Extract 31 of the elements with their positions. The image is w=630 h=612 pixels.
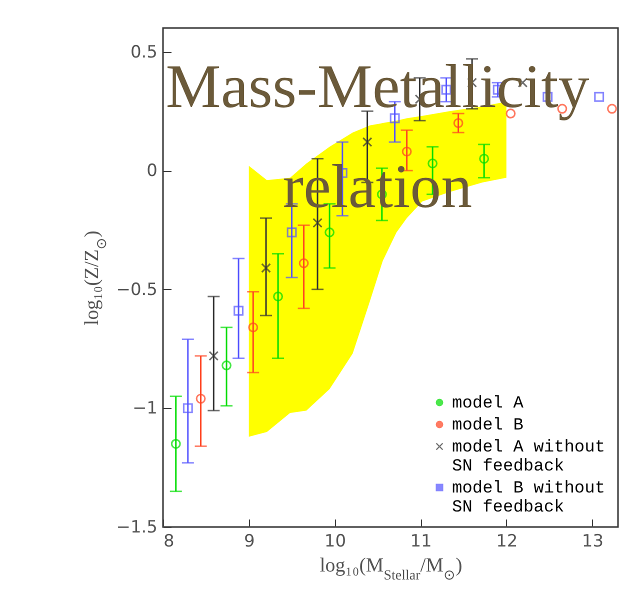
point [324, 227, 335, 238]
point [273, 292, 284, 302]
point [594, 92, 604, 102]
point [170, 438, 181, 449]
point [362, 137, 372, 148]
y-tick-label: 0 [146, 161, 158, 182]
point [261, 263, 271, 273]
x-tick-label: 9 [244, 532, 255, 552]
point [298, 258, 309, 268]
legend-label: model A [452, 394, 524, 414]
legend-label: model B [452, 416, 524, 436]
point [248, 322, 258, 332]
point [196, 394, 206, 404]
point [222, 360, 232, 370]
y-tick-label: 0.5 [130, 42, 158, 62]
x-tick-label: 11 [410, 532, 432, 552]
y-tick-label: −0.5 [116, 280, 158, 300]
y-tick-label: −1.5 [116, 518, 158, 538]
point [286, 227, 297, 238]
x-tick-label: 13 [582, 532, 604, 552]
y-tick-label: −1 [132, 398, 158, 419]
x-tick-label: 8 [164, 532, 174, 552]
point [479, 154, 490, 164]
point [182, 403, 193, 414]
point [607, 104, 617, 114]
x-axis-title: log₁₀(M$_{Stellar}$/M$_{⊙}$) [320, 554, 462, 583]
legend-label: model B without SN feedback [452, 480, 606, 518]
x-tick-label: 10 [324, 532, 346, 552]
x-tick-label: 12 [496, 532, 518, 552]
point [234, 306, 244, 316]
point [208, 350, 219, 361]
